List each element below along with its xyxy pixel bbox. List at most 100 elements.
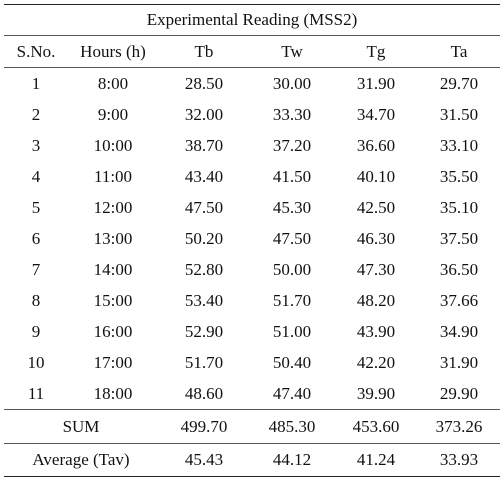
- table-row: 11 18:00 48.60 47.40 39.90 29.90: [4, 378, 500, 410]
- cell-tw: 41.50: [272, 167, 312, 186]
- sum-ta: 373.26: [418, 409, 501, 444]
- sum-tg: 453.60: [334, 409, 418, 444]
- column-header-sno: S.No.: [4, 35, 68, 68]
- cell-tw: 50.40: [272, 353, 312, 372]
- cell-tb: 38.70: [184, 136, 224, 155]
- cell-hours: 13:00: [93, 229, 133, 248]
- cell-sno: 10: [27, 353, 45, 372]
- cell-tg: 46.30: [356, 229, 396, 248]
- column-header-tw: Tw: [250, 35, 334, 68]
- table-row: 3 10:00 38.70 37.20 36.60 33.10: [4, 130, 500, 161]
- cell-hours: 16:00: [93, 322, 133, 341]
- cell-tw: 30.00: [272, 74, 312, 93]
- cell-tw: 50.00: [272, 260, 312, 279]
- table-row: 9 16:00 52.90 51.00 43.90 34.90: [4, 316, 500, 347]
- cell-tw: 33.30: [272, 105, 312, 124]
- cell-ta: 37.50: [439, 229, 479, 248]
- cell-hours: 18:00: [93, 384, 133, 403]
- cell-ta: 37.66: [439, 291, 479, 310]
- table-row: 1 8:00 28.50 30.00 31.90 29.70: [4, 68, 500, 100]
- cell-tb: 48.60: [184, 384, 224, 403]
- cell-tw: 45.30: [272, 198, 312, 217]
- cell-ta: 31.90: [439, 353, 479, 372]
- cell-tg: 42.20: [356, 353, 396, 372]
- cell-hours: 8:00: [97, 74, 129, 93]
- cell-sno: 1: [31, 74, 41, 93]
- cell-tg: 39.90: [356, 384, 396, 403]
- cell-tb: 52.80: [184, 260, 224, 279]
- cell-ta: 33.10: [439, 136, 479, 155]
- column-header-tb: Tb: [158, 35, 250, 68]
- table-header-row: S.No. Hours (h) Tb Tw Tg Ta: [4, 35, 501, 68]
- cell-hours: 12:00: [93, 198, 133, 217]
- cell-tw: 47.40: [272, 384, 312, 403]
- column-header-hours: Hours (h): [68, 35, 158, 68]
- cell-tb: 43.40: [184, 167, 224, 186]
- cell-tw: 51.70: [272, 291, 312, 310]
- table-row: 2 9:00 32.00 33.30 34.70 31.50: [4, 99, 500, 130]
- cell-tg: 40.10: [356, 167, 396, 186]
- table-title-row: Experimental Reading (MSS2): [4, 4, 501, 36]
- cell-tg: 47.30: [356, 260, 396, 279]
- cell-sno: 8: [31, 291, 41, 310]
- cell-sno: 4: [31, 167, 41, 186]
- cell-tb: 51.70: [184, 353, 224, 372]
- cell-tw: 51.00: [272, 322, 312, 341]
- cell-sno: 11: [27, 384, 45, 403]
- cell-tb: 32.00: [184, 105, 224, 124]
- average-ta: 33.93: [418, 443, 501, 477]
- sum-tb: 499.70: [158, 409, 250, 444]
- cell-sno: 9: [31, 322, 41, 341]
- cell-sno: 3: [31, 136, 41, 155]
- table-row: 10 17:00 51.70 50.40 42.20 31.90: [4, 347, 500, 378]
- cell-tb: 47.50: [184, 198, 224, 217]
- cell-tb: 52.90: [184, 322, 224, 341]
- table-row: 6 13:00 50.20 47.50 46.30 37.50: [4, 223, 500, 254]
- readings-table-container: Experimental Reading (MSS2) S.No. Hours …: [4, 4, 501, 477]
- cell-sno: 5: [31, 198, 41, 217]
- cell-tg: 36.60: [356, 136, 396, 155]
- cell-tb: 53.40: [184, 291, 224, 310]
- cell-ta: 31.50: [439, 105, 479, 124]
- cell-hours: 9:00: [97, 105, 129, 124]
- cell-tg: 34.70: [356, 105, 396, 124]
- cell-tg: 43.90: [356, 322, 396, 341]
- cell-ta: 34.90: [439, 322, 479, 341]
- cell-tb: 50.20: [184, 229, 224, 248]
- column-header-tg: Tg: [334, 35, 418, 68]
- cell-tw: 47.50: [272, 229, 312, 248]
- cell-sno: 2: [31, 105, 41, 124]
- cell-hours: 17:00: [93, 353, 133, 372]
- average-tg: 41.24: [334, 443, 418, 477]
- cell-sno: 6: [31, 229, 41, 248]
- column-header-ta: Ta: [418, 35, 501, 68]
- average-label: Average (Tav): [4, 443, 158, 477]
- sum-row: SUM 499.70 485.30 453.60 373.26: [4, 409, 501, 444]
- cell-hours: 14:00: [93, 260, 133, 279]
- table-row: 7 14:00 52.80 50.00 47.30 36.50: [4, 254, 500, 285]
- table-row: 8 15:00 53.40 51.70 48.20 37.66: [4, 285, 500, 316]
- sum-label: SUM: [4, 409, 158, 444]
- cell-sno: 7: [31, 260, 41, 279]
- cell-hours: 15:00: [93, 291, 133, 310]
- cell-tg: 42.50: [356, 198, 396, 217]
- cell-tg: 31.90: [356, 74, 396, 93]
- table-row: 5 12:00 47.50 45.30 42.50 35.10: [4, 192, 500, 223]
- average-tw: 44.12: [250, 443, 334, 477]
- cell-tg: 48.20: [356, 291, 396, 310]
- cell-ta: 29.70: [439, 74, 479, 93]
- table-title: Experimental Reading (MSS2): [4, 4, 501, 36]
- cell-ta: 29.90: [439, 384, 479, 403]
- cell-hours: 10:00: [93, 136, 133, 155]
- cell-hours: 11:00: [93, 167, 133, 186]
- cell-tb: 28.50: [184, 74, 224, 93]
- cell-ta: 35.10: [439, 198, 479, 217]
- average-tb: 45.43: [158, 443, 250, 477]
- cell-ta: 36.50: [439, 260, 479, 279]
- cell-tw: 37.20: [272, 136, 312, 155]
- table-body: 1 8:00 28.50 30.00 31.90 29.70 2 9:00 32.00 33.30…: [4, 68, 500, 410]
- experimental-readings-table: Experimental Reading (MSS2) S.No. Hours …: [4, 4, 501, 477]
- average-row: Average (Tav) 45.43 44.12 41.24 33.93: [4, 443, 501, 477]
- cell-ta: 35.50: [439, 167, 479, 186]
- sum-tw: 485.30: [250, 409, 334, 444]
